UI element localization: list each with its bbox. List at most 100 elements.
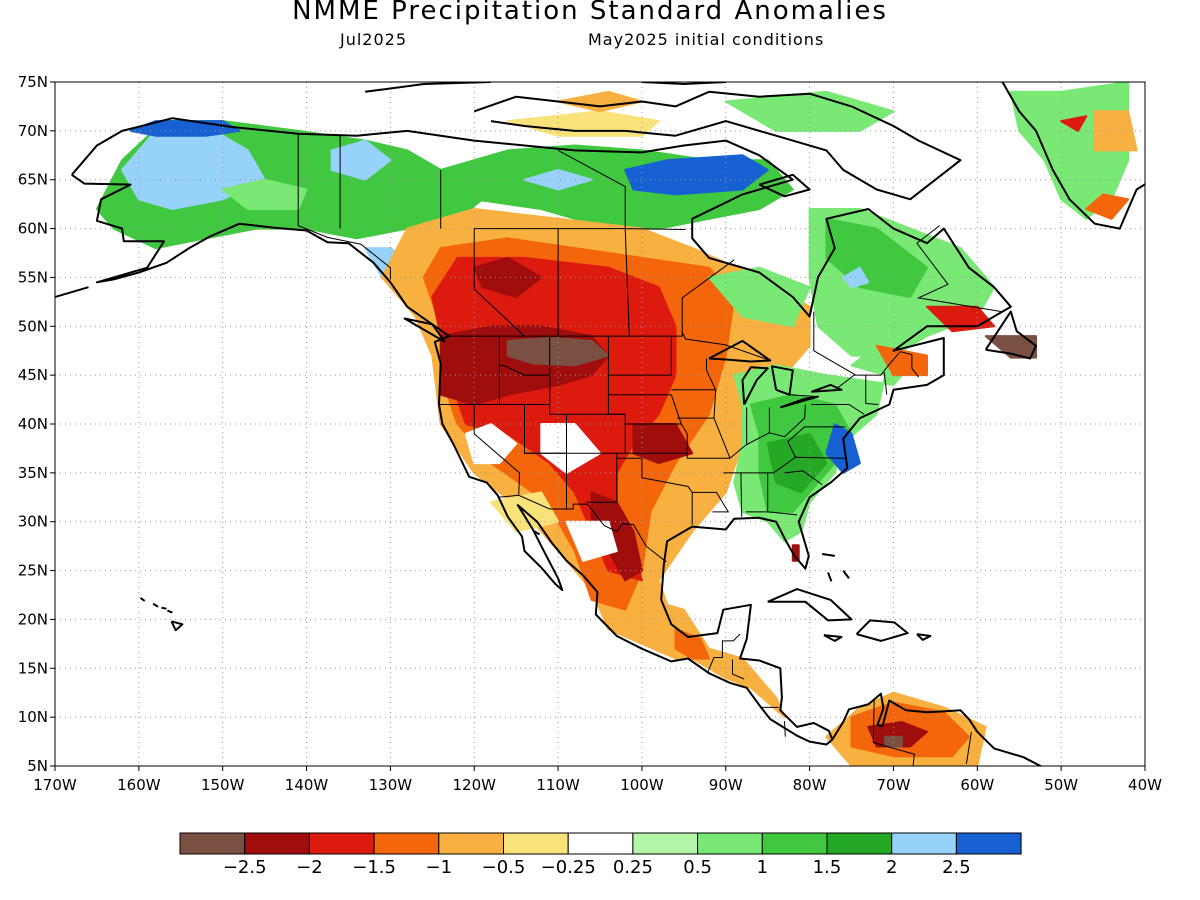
axis-labels: 170W 160W 150W 140W 130W 120W 110W 100W 90W 80W 70… (18, 73, 1162, 794)
coastline (534, 530, 541, 536)
lat-tick-label: 50N (18, 317, 48, 335)
lon-tick-label: 150W (201, 776, 245, 794)
chart-title: NMME Precipitation Standard Anomalies (292, 0, 888, 26)
political-border (681, 259, 735, 333)
political-border (965, 731, 972, 765)
political-border (768, 511, 798, 516)
coastline (855, 619, 909, 642)
coastline (823, 634, 843, 642)
lat-tick-label: 20N (18, 610, 48, 628)
political-border (706, 633, 741, 674)
political-border (768, 404, 806, 438)
anomaly-region (674, 628, 710, 660)
political-border (872, 699, 915, 766)
lon-tick-label: 70W (877, 776, 911, 794)
political-border (745, 472, 769, 513)
political-border (670, 394, 688, 454)
anomaly-region (540, 423, 601, 474)
political-border (740, 472, 743, 517)
political-border (746, 432, 770, 445)
coastline (998, 82, 1145, 230)
political-border (624, 228, 630, 337)
lat-tick-label: 65N (18, 171, 48, 189)
lon-tick-label: 60W (960, 776, 994, 794)
anomaly-region (1060, 115, 1088, 132)
political-border (784, 470, 823, 486)
political-border (449, 331, 771, 361)
lat-tick-label: 15N (18, 659, 48, 677)
coastline (770, 365, 794, 396)
political-border (608, 336, 672, 376)
lon-tick-label: 170W (33, 776, 77, 794)
lat-tick-label: 55N (18, 268, 48, 286)
lon-tick-label: 40W (1128, 776, 1162, 794)
lon-tick-label: 100W (620, 776, 664, 794)
coastline (822, 553, 835, 557)
political-border (723, 456, 845, 474)
political-border (498, 494, 667, 563)
political-border (706, 358, 731, 459)
coastlines (55, 82, 1145, 766)
political-border (297, 133, 391, 280)
coastline (403, 317, 446, 343)
coastline (810, 383, 843, 393)
anomaly-region (473, 256, 543, 298)
coastline (161, 606, 167, 610)
coastline (152, 602, 159, 608)
coastline (758, 173, 811, 198)
anomaly-region (884, 735, 903, 748)
lat-tick-label: 75N (18, 73, 48, 91)
lon-tick-label: 130W (369, 776, 413, 794)
anomaly-region (464, 423, 518, 465)
anomaly-region (523, 168, 593, 191)
political-border (729, 448, 743, 459)
lat-tick-label: 25N (18, 562, 48, 580)
lon-tick-label: 90W (709, 776, 743, 794)
lon-tick-label: 160W (117, 776, 161, 794)
political-border (625, 452, 730, 459)
political-border (836, 351, 919, 390)
political-border (692, 491, 730, 513)
coastline (831, 692, 1043, 766)
coastline (827, 572, 833, 582)
anomaly-region (221, 178, 308, 210)
coastline (708, 339, 772, 363)
coastline (767, 588, 853, 622)
lon-tick-label: 110W (536, 776, 580, 794)
anomaly-region (506, 337, 610, 367)
anomaly-region (565, 520, 618, 562)
political-border (732, 659, 745, 680)
political-border (789, 394, 819, 398)
lon-tick-label: 80W (793, 776, 827, 794)
political-border (557, 149, 626, 229)
political-border (916, 225, 1002, 313)
coastline (71, 117, 1012, 746)
political-border (439, 404, 521, 496)
map-frame (54, 81, 1146, 767)
coastline (139, 597, 146, 602)
lat-tick-label: 70N (18, 122, 48, 140)
coastline (984, 310, 1037, 360)
lat-tick-label: 10N (18, 708, 48, 726)
anomaly-region (1085, 193, 1130, 220)
political-border (524, 375, 567, 454)
lon-tick-label: 140W (285, 776, 329, 794)
anomaly-region (506, 110, 660, 137)
political-border (784, 721, 786, 737)
political-border (473, 228, 525, 337)
lat-tick-label: 40N (18, 415, 48, 433)
political-border (813, 311, 856, 376)
coastline (365, 82, 492, 93)
political-border (865, 375, 879, 405)
coastline (55, 286, 89, 299)
lat-tick-label: 30N (18, 513, 48, 531)
coastline (473, 90, 962, 201)
coastline (842, 570, 850, 579)
anomaly-region (330, 139, 392, 181)
political-border (883, 372, 888, 395)
coastline (167, 609, 173, 614)
coastline (916, 633, 932, 641)
lat-tick-label: 5N (27, 757, 48, 775)
coastline (779, 395, 819, 409)
